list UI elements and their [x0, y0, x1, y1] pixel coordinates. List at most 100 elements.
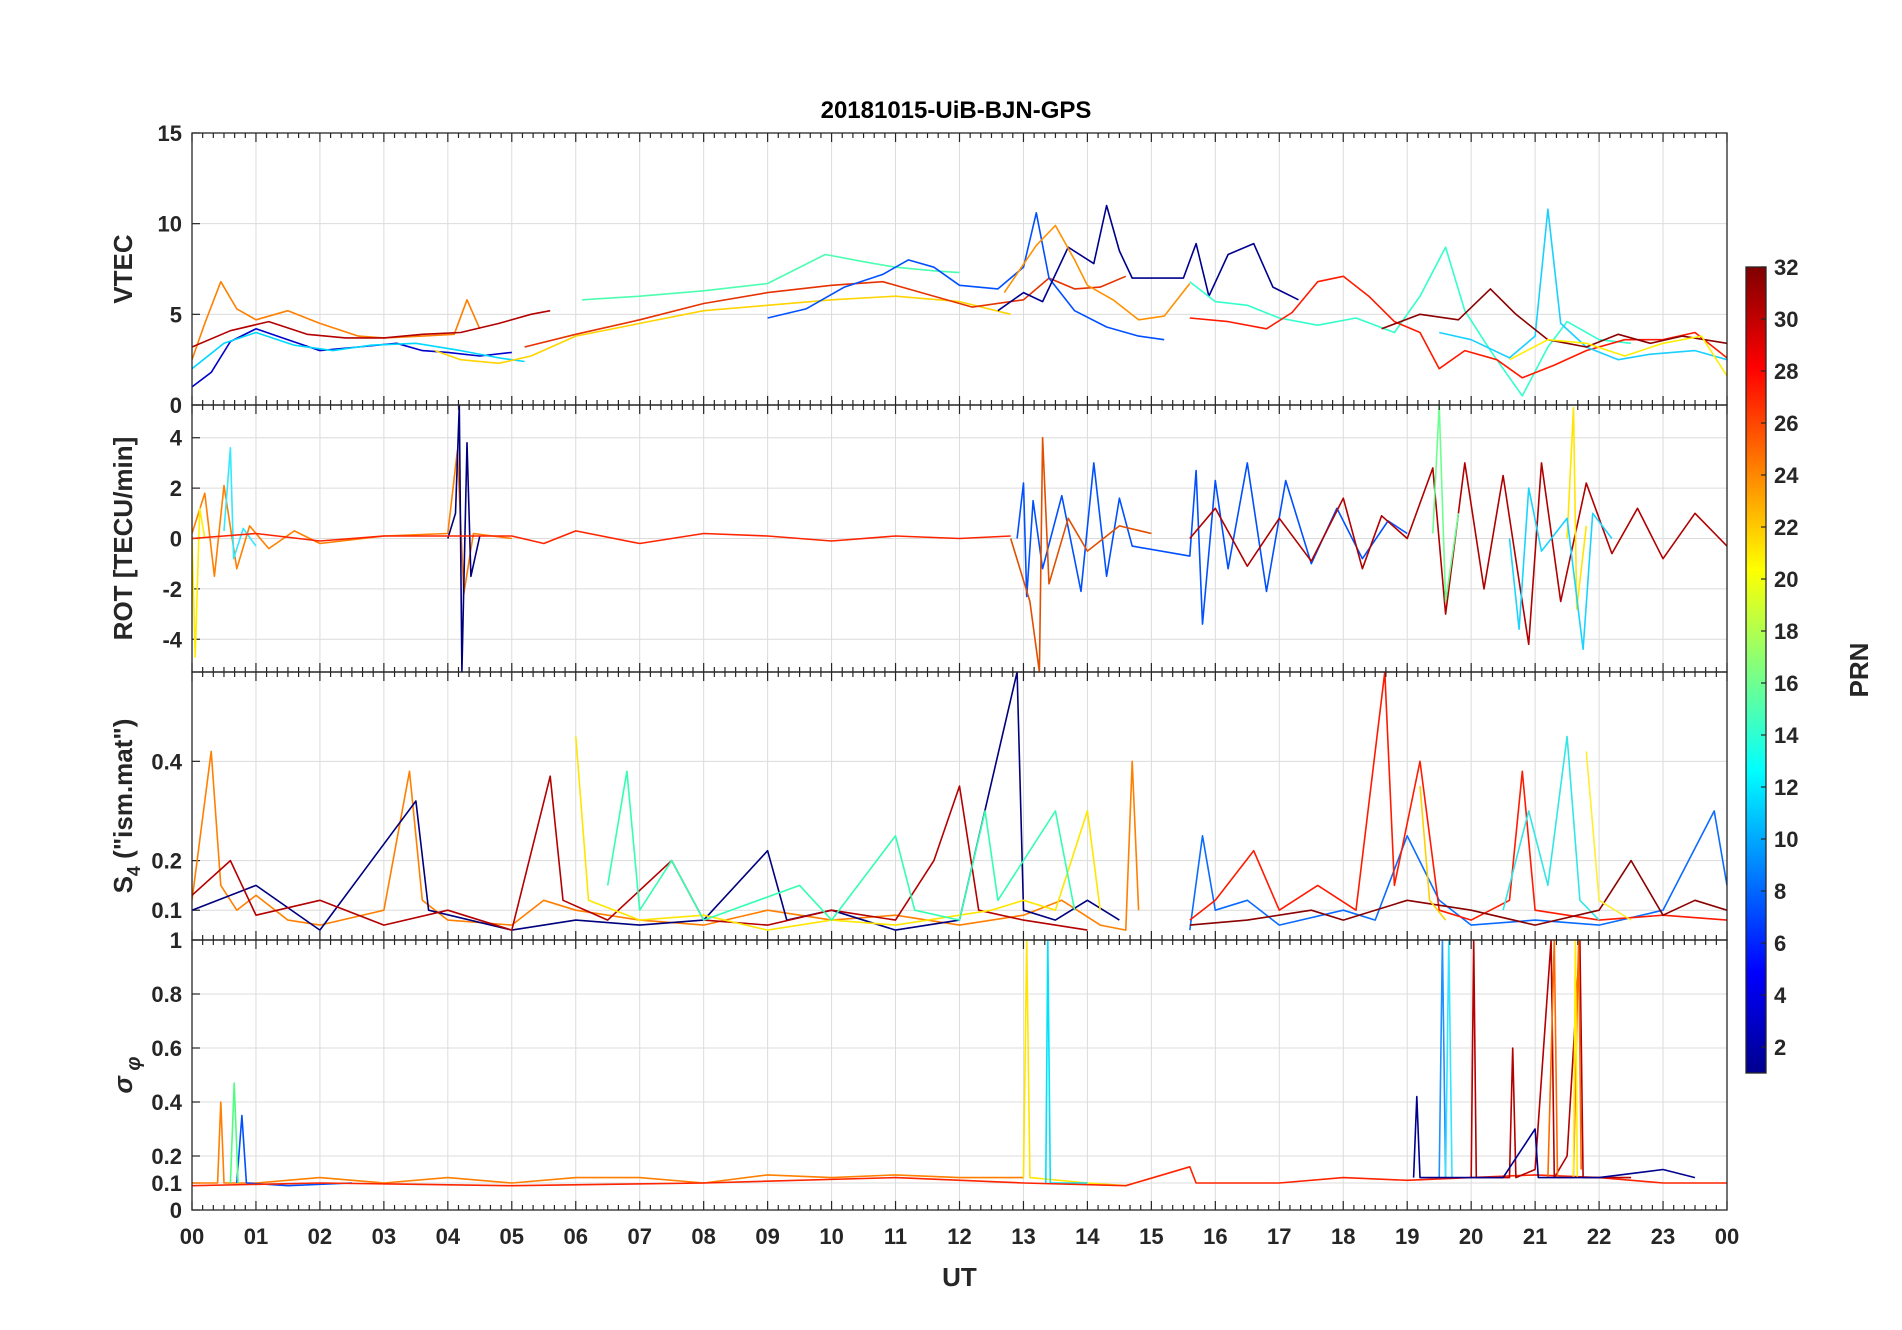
rot-trace-5 [1016, 462, 1408, 625]
vtec-trace-10 [1003, 224, 1191, 321]
traces-s4 [192, 672, 1727, 931]
x-tick-label: 03 [372, 1224, 396, 1249]
y-tick-label: 10 [158, 212, 182, 237]
s4-trace-11 [1585, 751, 1632, 921]
x-tick-label: 02 [308, 1224, 332, 1249]
x-tick-label: 00 [1715, 1224, 1739, 1249]
x-tick-label: 18 [1331, 1224, 1355, 1249]
traces-sigma [192, 940, 1727, 1187]
rot-trace-4 [192, 507, 206, 658]
vtec-trace-3 [192, 331, 525, 370]
sigma-trace-1 [192, 1101, 1024, 1184]
y-tick-label: 0 [170, 527, 182, 552]
y-tick-label: 2 [170, 476, 182, 501]
vtec-trace-13 [1439, 208, 1727, 361]
rot-trace-7 [1189, 462, 1727, 646]
x-tick-label: 06 [564, 1224, 588, 1249]
x-tick-label: 20 [1459, 1224, 1483, 1249]
x-tick-label: 09 [755, 1224, 779, 1249]
vtec-trace-1 [192, 328, 512, 388]
x-axis-label: UT [942, 1262, 977, 1292]
vtec-trace-15 [1509, 335, 1727, 377]
y-tick-label: -4 [162, 627, 182, 652]
y-tick-label: 4 [170, 426, 183, 451]
x-tick-label: 01 [244, 1224, 268, 1249]
y-tick-label: 0.2 [151, 1144, 182, 1169]
colorbar-tick-label: 6 [1774, 931, 1786, 956]
rot-trace-1 [192, 449, 512, 595]
vtec-trace-9 [997, 204, 1299, 312]
y-tick-label: 0 [170, 1198, 182, 1223]
colorbar-tick-label: 16 [1774, 671, 1798, 696]
sigma-trace-3 [229, 1082, 239, 1184]
sigma-trace-6 [192, 1166, 1727, 1187]
panel-rot: -4 -2 0 2 4 ROT [TECU/min] [108, 404, 1728, 673]
x-tick-label: 10 [819, 1224, 843, 1249]
rot-trace-2 [447, 405, 481, 672]
sigma-label-main: σ [108, 1074, 138, 1093]
colorbar-gradient [1745, 266, 1767, 1074]
s4-trace-5 [606, 770, 1076, 921]
x-tick-label: 12 [947, 1224, 971, 1249]
colorbar-tick-label: 14 [1774, 723, 1799, 748]
y-tick-label: 0.4 [151, 749, 182, 774]
x-tick-label: 17 [1267, 1224, 1291, 1249]
s4-label-sub: 4 [124, 866, 144, 876]
colorbar-tick-label: 26 [1774, 411, 1798, 436]
panel-s4: 0.1 0.2 0.4 S4 ("ism.mat") [108, 671, 1728, 941]
y-tick-label: -2 [162, 577, 182, 602]
y-tick-label: 0.8 [151, 982, 182, 1007]
colorbar-tick-label: 32 [1774, 255, 1798, 280]
sigma-trace-4 [1022, 940, 1126, 1187]
x-tick-label: 05 [500, 1224, 524, 1249]
s4-trace-2 [192, 672, 1120, 931]
x-tick-label: 15 [1139, 1224, 1163, 1249]
colorbar-tick-label: 10 [1774, 827, 1798, 852]
s4-trace-8 [1502, 735, 1600, 921]
y-tick-label: 1 [170, 928, 182, 953]
rot-trace-3 [223, 447, 257, 560]
s4-label-rest: ("ism.mat") [108, 719, 138, 866]
x-tick-label: 04 [436, 1224, 461, 1249]
x-tick-label: 13 [1011, 1224, 1035, 1249]
x-tick-label: 11 [884, 1224, 907, 1249]
colorbar-tick-label: 4 [1774, 983, 1787, 1008]
sigma-label-sub: φ [123, 1057, 145, 1077]
rot-trace-11 [192, 530, 1011, 545]
y-tick-label: 0 [170, 393, 182, 418]
s4-ylabel: S4 ("ism.mat") [108, 719, 144, 894]
y-tick-label: 0.6 [151, 1036, 182, 1061]
vtec-trace-11 [1189, 246, 1632, 397]
vtec-trace-8 [767, 212, 1165, 341]
rot-ylabel: ROT [TECU/min] [108, 437, 138, 641]
panel-vtec: 0 5 10 15 VTEC [108, 121, 1728, 418]
vtec-trace-4 [192, 309, 551, 348]
colorbar-tick-label: 30 [1774, 307, 1798, 332]
colorbar-tick-label: 20 [1774, 567, 1798, 592]
sigma-trace-8 [1444, 940, 1453, 1178]
vtec-ylabel: VTEC [108, 234, 138, 304]
x-axis: 00 01 02 03 04 05 06 07 08 09 10 11 12 13 14 15 16 17 18 19… [180, 1224, 1739, 1292]
sigma-ylabel: σ φ [108, 1057, 145, 1094]
rot-trace-6 [1009, 436, 1152, 672]
panel-sigma: 00.10.2 0.4 0.6 0.8 1 σ φ [108, 928, 1728, 1223]
x-tick-label: 22 [1587, 1224, 1611, 1249]
colorbar-tick-label: 8 [1774, 879, 1786, 904]
sigma-trace-2 [236, 1114, 352, 1187]
rot-trace-9 [1566, 406, 1588, 610]
s4-trace-10 [1419, 786, 1447, 921]
vtec-trace-7 [582, 253, 960, 301]
vtec-trace-12 [1189, 275, 1727, 379]
x-tick-label: 19 [1395, 1224, 1419, 1249]
x-tick-label: 00 [180, 1224, 204, 1249]
chart-title: 20181015-UiB-BJN-GPS [821, 97, 1092, 124]
colorbar-tick-label: 24 [1774, 463, 1799, 488]
colorbar-tick-label: 18 [1774, 619, 1798, 644]
x-tick-label: 21 [1523, 1224, 1547, 1249]
s4-trace-9 [1189, 859, 1727, 926]
colorbar-tick-label: 2 [1774, 1035, 1786, 1060]
y-tick-label: 0.1 [151, 898, 182, 923]
